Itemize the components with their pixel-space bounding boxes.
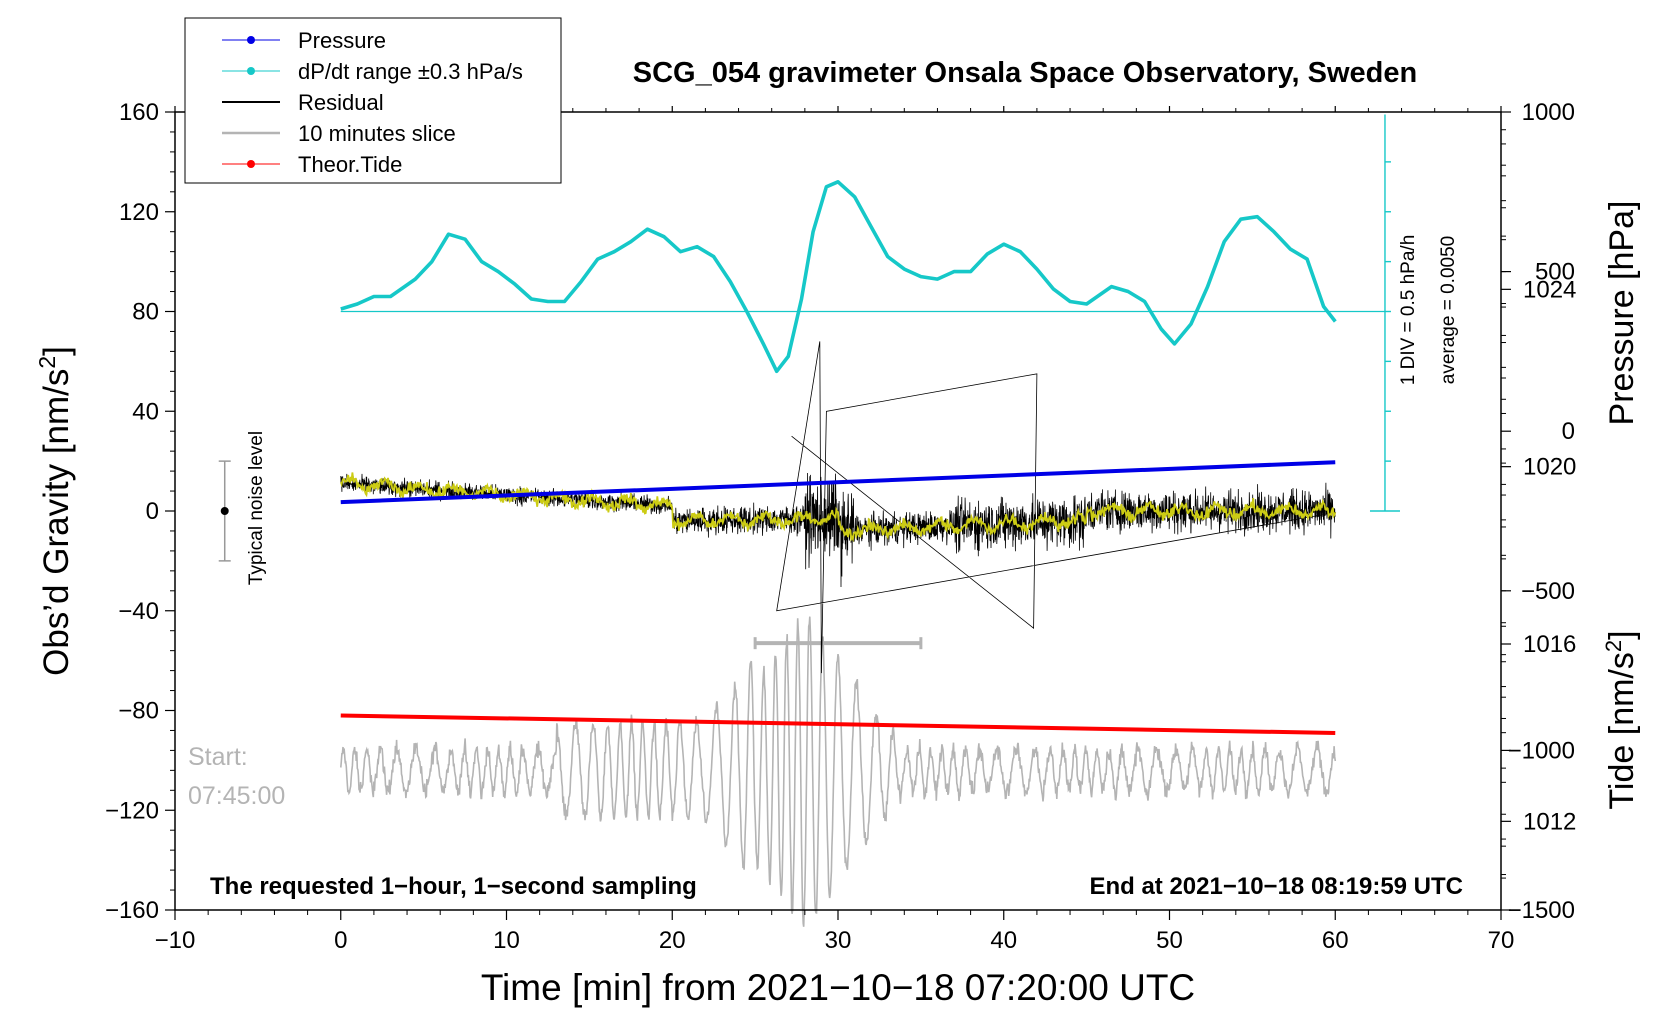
y-axis-label-left-main: Obs’d Gravity [nm/s bbox=[37, 369, 76, 676]
sampling-note: The requested 1−hour, 1−second sampling bbox=[210, 873, 697, 900]
x-tick-label: 10 bbox=[493, 927, 520, 954]
tide-tick-label: −1000 bbox=[1508, 737, 1575, 764]
tide-tick-label: −1500 bbox=[1508, 897, 1575, 924]
x-tick-label: 50 bbox=[1156, 927, 1183, 954]
y-tick-label: −80 bbox=[118, 698, 159, 725]
y-tick-label: −40 bbox=[118, 598, 159, 625]
x-tick-label: 30 bbox=[825, 927, 852, 954]
end-time-note: End at 2021−10−18 08:19:59 UTC bbox=[1089, 873, 1463, 900]
axes-layer: −10 0 10 20 30 40 50 60 70−160−120−80−4004080120… bbox=[105, 99, 1576, 954]
dpdt-series-line bbox=[340, 180, 1337, 374]
y-tick-label: 160 bbox=[119, 99, 159, 126]
noise-level-label: Typical noise level bbox=[246, 431, 267, 585]
x-tick-label: 60 bbox=[1322, 927, 1349, 954]
start-time-label: 07:45:00 bbox=[188, 782, 285, 810]
y-axis-label-left-end: ] bbox=[37, 346, 76, 356]
pressure-average-label: average = 0.0050 bbox=[1438, 236, 1459, 384]
pressure-tick-label: 1016 bbox=[1523, 631, 1576, 658]
slice-series-line bbox=[340, 616, 1337, 927]
legend-label-slice: 10 minutes slice bbox=[298, 121, 456, 146]
x-axis-label: Time [min] from 2021−10−18 07:20:00 UTC bbox=[481, 967, 1195, 1008]
y-tick-label: 0 bbox=[146, 498, 159, 525]
tide-tick-label: 0 bbox=[1562, 418, 1575, 445]
tide-tick-label: 1000 bbox=[1522, 99, 1575, 126]
pressure-tick-label: 1012 bbox=[1523, 808, 1576, 835]
tide-tick-label: −500 bbox=[1521, 578, 1575, 605]
tide-tick-label: 500 bbox=[1535, 259, 1575, 286]
pressure-tick-label: 1020 bbox=[1523, 454, 1576, 481]
pressure-tick-label: 1024 bbox=[1523, 276, 1576, 303]
y-axis-label-left-sup: 2 bbox=[34, 356, 60, 369]
y-tick-label: 40 bbox=[132, 398, 159, 425]
legend: Pressure dP/dt range ±0.3 hPa/s Residual… bbox=[184, 17, 562, 184]
x-tick-label: −10 bbox=[155, 927, 196, 954]
y-axis-label-tide-main: Tide [nm/s bbox=[1603, 652, 1641, 809]
x-tick-label: 40 bbox=[990, 927, 1017, 954]
noise-level-dot bbox=[220, 507, 229, 515]
residual-smoothed-line bbox=[339, 472, 1337, 543]
tide-series-line bbox=[340, 713, 1336, 735]
pressure-series-line bbox=[340, 460, 1336, 505]
legend-label-dpdt: dP/dt range ±0.3 hPa/s bbox=[298, 59, 523, 84]
y-axis-label-tide: Tide [nm/s2] bbox=[1601, 630, 1641, 809]
y-tick-label: −160 bbox=[105, 897, 159, 924]
legend-label-residual: Residual bbox=[298, 90, 384, 115]
x-tick-label: 20 bbox=[659, 927, 686, 954]
chart-title: SCG_054 gravimeter Onsala Space Observat… bbox=[633, 57, 1417, 89]
x-tick-label: 70 bbox=[1488, 927, 1515, 954]
legend-label-pressure: Pressure bbox=[298, 28, 386, 53]
y-tick-label: 120 bbox=[119, 199, 159, 226]
data-layer bbox=[218, 114, 1400, 927]
legend-marker-dpdt bbox=[247, 67, 255, 75]
legend-marker-pressure bbox=[247, 36, 255, 44]
y-axis-label-tide-end: ] bbox=[1603, 630, 1641, 639]
y-tick-label: −120 bbox=[105, 797, 159, 824]
y-tick-label: 80 bbox=[132, 299, 159, 326]
legend-box bbox=[184, 17, 562, 184]
start-label: Start: bbox=[188, 743, 248, 771]
y-axis-label-left: Obs’d Gravity [nm/s2] bbox=[34, 346, 76, 676]
legend-marker-tide bbox=[247, 160, 255, 168]
pressure-scale-label: 1 DIV = 0.5 hPa/h bbox=[1398, 235, 1419, 386]
x-tick-label: 0 bbox=[334, 927, 347, 954]
y-axis-label-tide-sup: 2 bbox=[1601, 640, 1626, 652]
legend-label-tide: Theor.Tide bbox=[298, 152, 402, 177]
y-axis-label-pressure: Pressure [hPa] bbox=[1603, 201, 1641, 426]
